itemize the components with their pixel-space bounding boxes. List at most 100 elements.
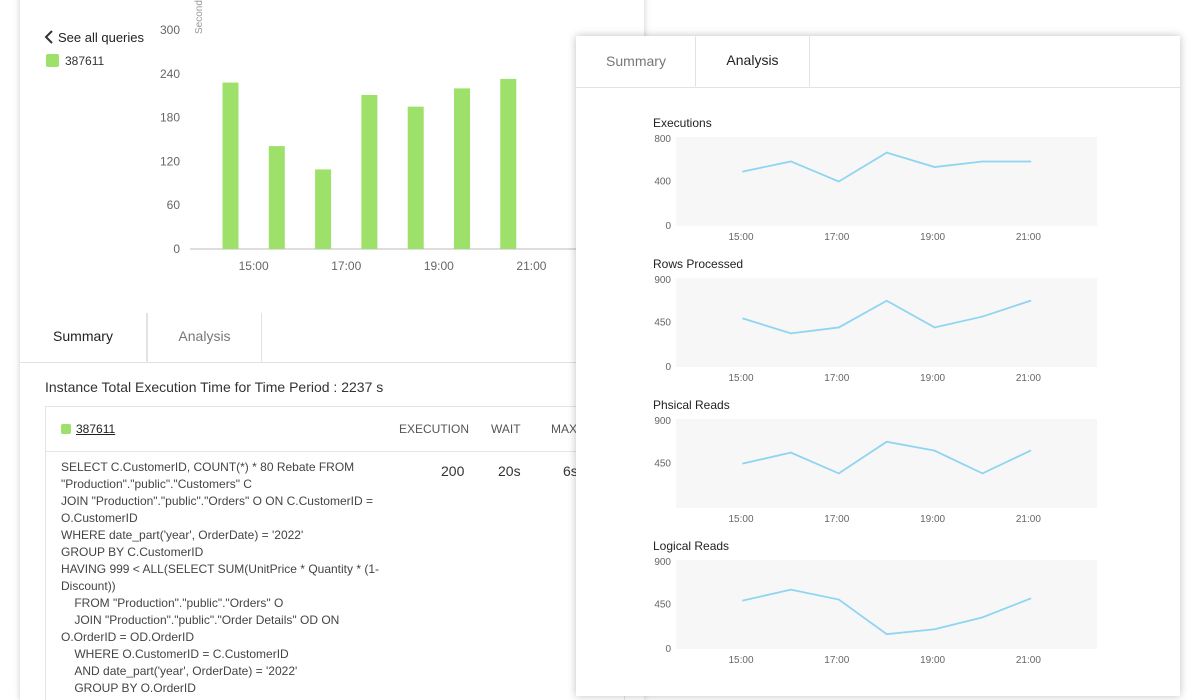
data-point — [837, 180, 840, 183]
query-table: 387611 EXECUTION WAIT MAX SELECT C.Custo… — [45, 406, 625, 700]
execution-value: 200 — [441, 463, 465, 479]
see-all-queries-label: See all queries — [58, 30, 144, 45]
max-value: 6s — [563, 463, 578, 479]
legend-label: 387611 — [65, 54, 105, 68]
y-tick-label: 0 — [665, 644, 671, 655]
data-point — [981, 616, 984, 619]
x-tick-label: 17:00 — [824, 655, 849, 665]
logical-reads-line-chart: 0 450 900 15:00 17:00 19:00 21:00 — [654, 557, 1097, 665]
bar — [268, 146, 285, 249]
y-tick-label: 300 — [160, 23, 180, 37]
y-tick-label: 60 — [167, 198, 181, 212]
chevron-left-icon — [44, 30, 53, 44]
data-point — [790, 451, 792, 454]
logical-reads-chart: Logical Reads 0 450 900 15:00 17:00 19:00 21:0… — [576, 539, 1180, 679]
see-all-queries-link[interactable]: See all queries — [44, 30, 144, 45]
tab-analysis-front[interactable]: Analysis — [696, 36, 810, 87]
front-tabs: Summary Analysis — [576, 36, 1180, 88]
column-max[interactable]: MAX — [551, 422, 578, 436]
data-point — [933, 166, 936, 168]
logical-reads-title: Logical Reads — [653, 539, 730, 553]
tab-summary-front[interactable]: Summary — [576, 36, 696, 87]
query-swatch — [61, 424, 71, 434]
data-point — [742, 170, 744, 173]
x-tick-label: 17:00 — [824, 514, 849, 524]
x-tick-label: 15:00 — [728, 514, 753, 524]
data-point — [837, 472, 840, 475]
executions-chart: Executions 0 400 800 15:00 17:00 19:00 21:00 — [576, 116, 1180, 256]
y-tick-label: 450 — [654, 318, 671, 329]
physical-reads-chart: Phsical Reads 450 900 15:00 17:00 19:00 21:00 — [576, 398, 1180, 538]
analysis-panel: Summary Analysis Executions 0 400 800 15:00… — [576, 36, 1180, 696]
data-point — [885, 440, 888, 443]
x-tick-label: 19:00 — [920, 655, 945, 665]
data-point — [790, 160, 792, 163]
data-point — [1029, 449, 1032, 452]
bar — [500, 78, 517, 249]
x-tick-label: 21:00 — [1016, 373, 1041, 383]
x-tick-label: 21:00 — [1016, 232, 1041, 242]
x-tick-label: 21:00 — [1016, 655, 1041, 665]
data-point — [742, 599, 744, 602]
tab-analysis[interactable]: Analysis — [147, 313, 262, 362]
data-point — [885, 633, 888, 636]
x-tick-label: 19:00 — [920, 232, 945, 242]
y-tick-label: 800 — [654, 134, 671, 145]
x-tick-label: 17:00 — [824, 232, 849, 242]
query-table-header: 387611 EXECUTION WAIT MAX — [46, 407, 624, 452]
data-point — [933, 326, 936, 329]
bar — [454, 88, 470, 250]
column-execution[interactable]: EXECUTION — [399, 422, 470, 436]
query-detail-panel: See all queries 387611 Seconds 0 60 120 180… — [20, 0, 644, 700]
plot-area — [676, 419, 1097, 508]
data-point — [742, 462, 744, 465]
physical-reads-title: Phsical Reads — [653, 398, 730, 412]
y-tick-label: 900 — [654, 416, 671, 427]
data-point — [933, 628, 936, 631]
data-point — [742, 317, 744, 320]
y-tick-label: 450 — [654, 600, 671, 611]
data-point — [885, 151, 888, 154]
executions-line-chart: 0 400 800 15:00 17:00 19:00 21:00 — [654, 134, 1097, 242]
data-point — [790, 588, 792, 591]
plot-area — [676, 278, 1097, 367]
data-point — [981, 160, 984, 163]
bar — [222, 82, 239, 249]
x-tick-label: 15:00 — [239, 259, 269, 273]
x-tick-label: 17:00 — [824, 373, 849, 383]
x-tick-label: 15:00 — [728, 232, 753, 242]
data-point — [790, 332, 792, 335]
bar — [407, 106, 424, 250]
rows-processed-chart: Rows Processed 0 450 900 15:00 17:00 19:00 21:… — [576, 257, 1180, 397]
instance-total-title: Instance Total Execution Time for Time P… — [45, 379, 384, 395]
column-wait[interactable]: WAIT — [491, 422, 521, 436]
data-point — [981, 472, 984, 475]
y-tick-label: 400 — [654, 177, 671, 188]
y-tick-label: 900 — [654, 275, 671, 286]
bar — [315, 169, 332, 249]
x-tick-label: 21:00 — [516, 259, 546, 273]
x-tick-label: 19:00 — [920, 373, 945, 383]
data-point — [1029, 160, 1032, 163]
rows-processed-line-chart: 0 450 900 15:00 17:00 19:00 21:00 — [654, 275, 1097, 383]
chart-legend: 387611 — [46, 54, 104, 68]
x-tick-label: 21:00 — [1016, 514, 1041, 524]
data-point — [981, 315, 984, 318]
x-tick-label: 19:00 — [920, 514, 945, 524]
bar — [361, 94, 378, 249]
data-point — [885, 299, 888, 302]
rows-processed-title: Rows Processed — [653, 257, 744, 271]
x-tick-label: 15:00 — [728, 655, 753, 665]
data-point — [837, 326, 840, 329]
y-tick-label: 240 — [160, 67, 180, 81]
query-id-link[interactable]: 387611 — [76, 422, 116, 436]
plot-area — [676, 137, 1097, 226]
y-tick-label: 900 — [654, 557, 671, 568]
y-tick-label: 450 — [654, 459, 671, 470]
x-tick-label: 19:00 — [424, 259, 454, 273]
y-tick-label: 0 — [173, 242, 180, 256]
y-tick-label: 180 — [160, 111, 180, 125]
wait-value: 20s — [498, 463, 521, 479]
tab-summary[interactable]: Summary — [20, 313, 147, 362]
executions-title: Executions — [653, 116, 712, 130]
